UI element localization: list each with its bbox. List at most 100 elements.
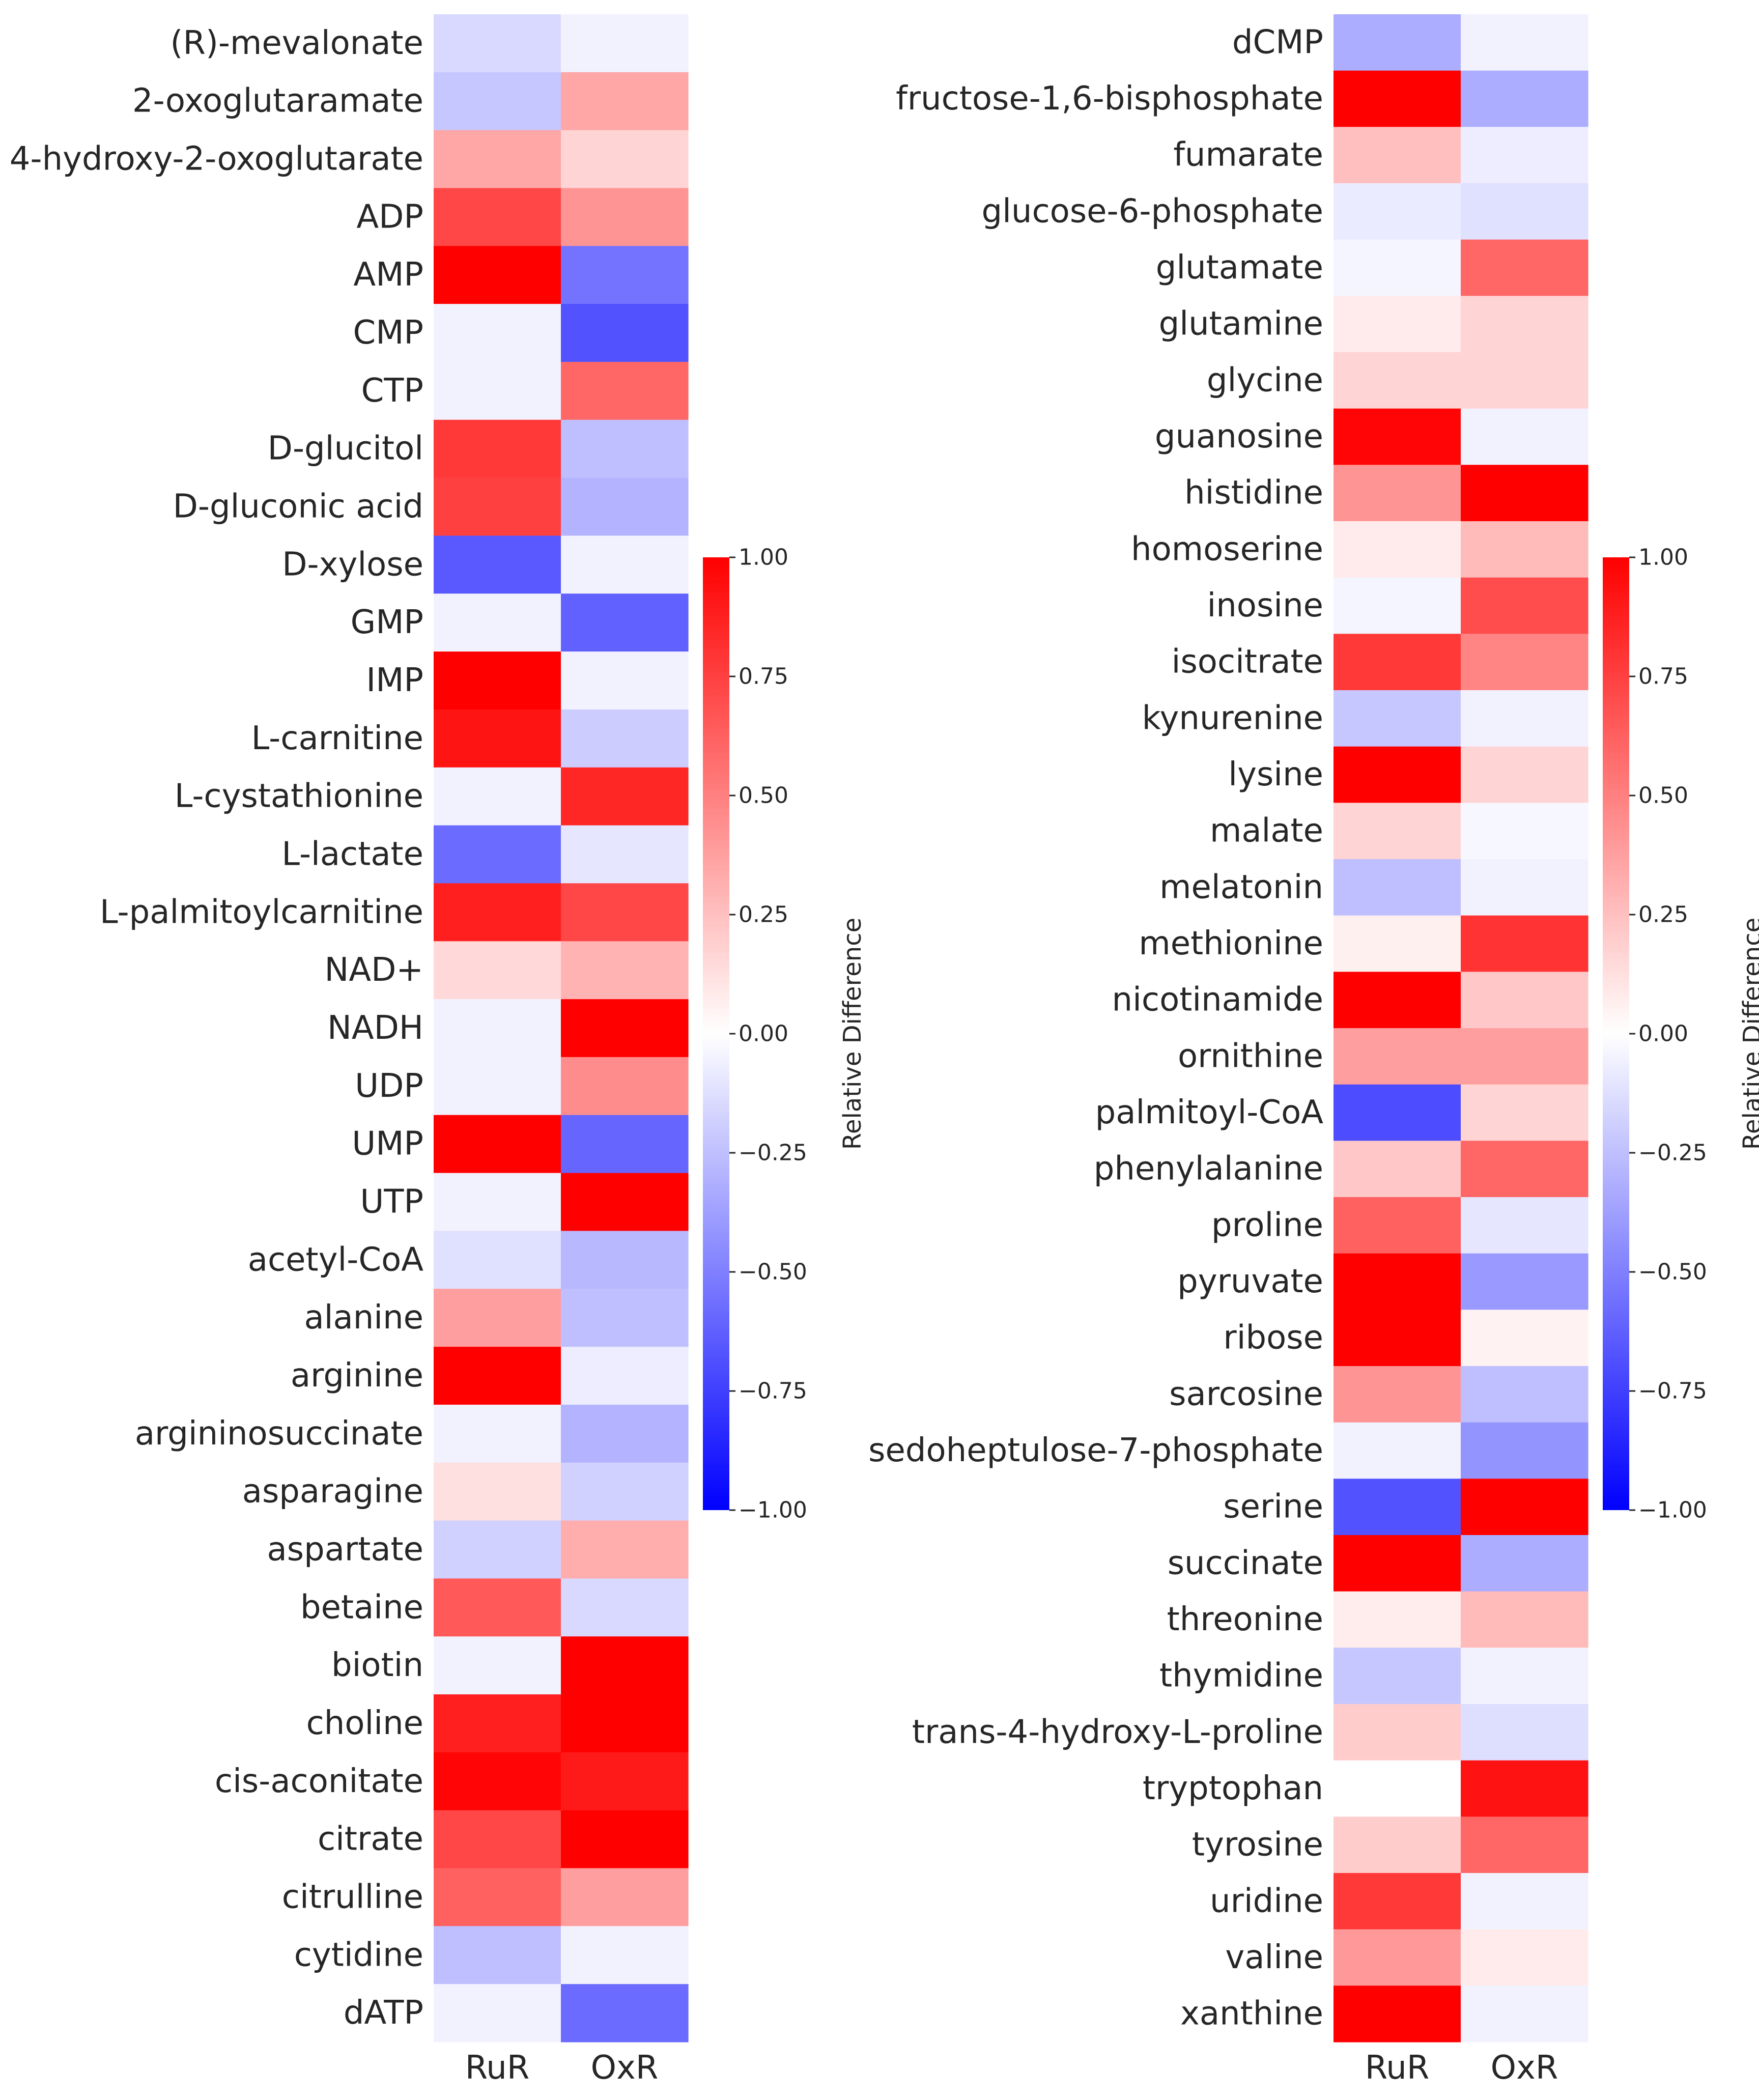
row-label: fructose-1,6-bisphosphate xyxy=(896,80,1323,118)
colorbar-tick-label: 0.00 xyxy=(739,1021,788,1047)
heatmap-cell xyxy=(1334,352,1461,409)
colorbar-tick-label: −0.50 xyxy=(739,1259,807,1285)
heatmap-cell xyxy=(1461,1310,1588,1367)
heatmap-cell xyxy=(561,1578,689,1637)
heatmap-cell xyxy=(434,304,561,362)
heatmap-cell xyxy=(561,1289,689,1347)
heatmap-cell xyxy=(561,362,689,420)
row-label: melatonin xyxy=(1159,868,1323,906)
heatmap-cell xyxy=(1461,408,1588,465)
row-label: arginine xyxy=(291,1357,423,1395)
heatmap-cell xyxy=(1461,1084,1588,1141)
heatmap-cell xyxy=(1334,1817,1461,1874)
heatmap-cell xyxy=(1334,127,1461,184)
heatmap-cell xyxy=(1334,296,1461,353)
row-label: CMP xyxy=(353,314,424,352)
row-label: L-cystathionine xyxy=(175,778,423,815)
row-label: thymidine xyxy=(1159,1657,1323,1695)
row-label: 4-hydroxy-2-oxoglutarate xyxy=(10,140,423,178)
row-label: citrulline xyxy=(282,1878,423,1916)
heatmap-cell xyxy=(434,1347,561,1405)
heatmap-cell xyxy=(561,1868,689,1926)
heatmap-cell xyxy=(1334,1310,1461,1367)
heatmap-cell xyxy=(1334,1141,1461,1198)
row-label: dATP xyxy=(344,1994,423,2032)
heatmap-cell xyxy=(434,883,561,942)
heatmap-cell xyxy=(1461,1197,1588,1254)
heatmap-cell xyxy=(1334,1704,1461,1761)
heatmap-cell xyxy=(1334,1985,1461,2042)
heatmap-cell xyxy=(434,709,561,768)
heatmap-cell xyxy=(561,593,689,652)
heatmap-cell xyxy=(434,941,561,1000)
heatmap-cell xyxy=(1461,521,1588,578)
heatmap-cell xyxy=(561,1694,689,1753)
heatmap-cell xyxy=(561,1520,689,1579)
row-label: GMP xyxy=(351,604,423,641)
heatmap-right: dCMP fructose-1,6-bisphosphate fumarate glu… xyxy=(868,14,1759,2087)
row-label: NAD+ xyxy=(324,951,423,989)
row-label: argininosuccinate xyxy=(135,1415,423,1453)
heatmap-cell xyxy=(1334,972,1461,1029)
row-label: uridine xyxy=(1210,1882,1323,1920)
heatmap-cell xyxy=(561,1347,689,1405)
heatmap-cell xyxy=(1461,239,1588,296)
heatmap-cell xyxy=(434,651,561,710)
colorbar-tick-label: −0.25 xyxy=(1638,1140,1707,1166)
colorbar-tick-label: 0.25 xyxy=(739,902,788,928)
colorbar-tick-label: 0.50 xyxy=(739,783,788,809)
row-label: biotin xyxy=(331,1647,423,1684)
heatmap-cell xyxy=(561,1057,689,1116)
heatmap-cell xyxy=(434,1868,561,1926)
heatmap-left: (R)-mevalonate 2-oxoglutaramate 4-hydroxy-… xyxy=(10,14,867,2087)
heatmap-cell xyxy=(1334,1591,1461,1648)
heatmap-cell xyxy=(1461,1535,1588,1592)
heatmap-cell xyxy=(434,1810,561,1869)
row-label: pyruvate xyxy=(1177,1263,1323,1300)
heatmap-cell xyxy=(561,1231,689,1289)
heatmap-cell xyxy=(434,246,561,304)
colorbar xyxy=(1603,557,1629,1510)
heatmap-cell xyxy=(561,1462,689,1521)
heatmap-cell xyxy=(1461,296,1588,353)
colorbar-tick-label: −0.50 xyxy=(1638,1259,1707,1285)
row-label: D-gluconic acid xyxy=(173,488,423,526)
heatmap-cell xyxy=(561,304,689,362)
colorbar-tick-label: −0.75 xyxy=(1638,1378,1707,1404)
heatmap-cell xyxy=(1461,746,1588,803)
heatmap-cell xyxy=(1334,1253,1461,1310)
heatmap-cell xyxy=(1461,1704,1588,1761)
row-label: xanthine xyxy=(1180,1995,1323,2033)
colorbar-tick-label: 1.00 xyxy=(1638,545,1688,571)
row-label: UMP xyxy=(352,1125,423,1163)
row-label: proline xyxy=(1211,1206,1323,1244)
heatmap-cell xyxy=(1461,465,1588,522)
heatmap-cell xyxy=(1461,690,1588,747)
row-label: AMP xyxy=(353,256,423,294)
row-label: tryptophan xyxy=(1143,1770,1323,1807)
heatmap-cell xyxy=(561,14,689,73)
heatmap-cell xyxy=(561,1404,689,1463)
row-label: cytidine xyxy=(294,1936,423,1974)
heatmap-cell xyxy=(1461,577,1588,634)
row-label: fumarate xyxy=(1173,136,1323,174)
row-label: phenylalanine xyxy=(1094,1150,1323,1188)
heatmap-cell xyxy=(434,535,561,594)
heatmap-cell xyxy=(561,1115,689,1174)
heatmap-cell xyxy=(1334,1479,1461,1536)
row-label: aspartate xyxy=(267,1531,424,1569)
colorbar-tick-label: 0.75 xyxy=(1638,664,1688,690)
heatmap-cell xyxy=(1334,1366,1461,1423)
row-label: homoserine xyxy=(1131,530,1323,568)
heatmap-cell xyxy=(1461,1591,1588,1648)
row-label: serine xyxy=(1223,1488,1323,1526)
heatmap-cell xyxy=(561,999,689,1058)
row-label: threonine xyxy=(1167,1601,1323,1638)
colorbar-tick-label: −0.25 xyxy=(739,1140,807,1166)
heatmap-cell xyxy=(434,767,561,826)
heatmap-cell xyxy=(434,14,561,73)
heatmap-cell xyxy=(434,1173,561,1231)
heatmap-cell xyxy=(434,1231,561,1289)
row-label: cis-aconitate xyxy=(215,1763,423,1800)
heatmap-cell xyxy=(561,130,689,189)
